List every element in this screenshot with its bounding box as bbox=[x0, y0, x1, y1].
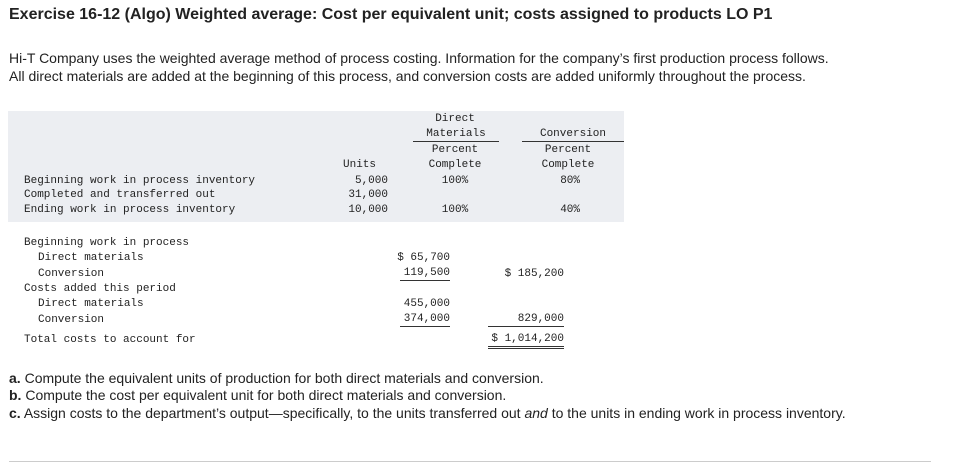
intro-line: All direct materials are added at the be… bbox=[9, 68, 806, 84]
question-letter: a. bbox=[9, 370, 21, 386]
units: 31,000 bbox=[348, 189, 388, 201]
total: 829,000 bbox=[488, 312, 564, 327]
header-cell: Percent bbox=[544, 144, 592, 156]
question-letter: b. bbox=[9, 387, 22, 403]
units: 5,000 bbox=[354, 175, 388, 187]
title: Exercise 16-12 (Algo) Weighted average: … bbox=[9, 6, 773, 23]
percent: 40% bbox=[560, 204, 580, 216]
question: a. Compute the equivalent units of produ… bbox=[9, 369, 544, 387]
cost-group: Costs added this period bbox=[24, 283, 176, 295]
table-background bbox=[8, 111, 624, 222]
cost-label: Conversion bbox=[38, 268, 105, 280]
cost-label: Conversion bbox=[38, 314, 105, 326]
percent: 100% bbox=[441, 204, 469, 216]
question-emphasis: and bbox=[524, 405, 548, 421]
row-label: Beginning work in process inventory bbox=[24, 175, 256, 187]
header-cell: Units bbox=[343, 159, 377, 171]
percent: 100% bbox=[441, 175, 469, 187]
intro-line: Hi-T Company uses the weighted average m… bbox=[9, 50, 829, 66]
header-cell: Percent bbox=[431, 144, 479, 156]
header-cell: Materials bbox=[413, 127, 499, 142]
question: b. Compute the cost per equivalent unit … bbox=[9, 386, 506, 404]
cost-group: Beginning work in process bbox=[24, 237, 190, 249]
row-label: Ending work in process inventory bbox=[24, 204, 236, 216]
question-letter: c. bbox=[9, 405, 21, 421]
question-text: Compute the cost per equivalent unit for… bbox=[25, 387, 507, 403]
cost-label: Total costs to account for bbox=[24, 334, 196, 346]
amount: $ 65,700 bbox=[397, 252, 450, 264]
question: c. Assign costs to the department’s outp… bbox=[9, 404, 909, 422]
units: 10,000 bbox=[348, 204, 388, 216]
amount: 455,000 bbox=[403, 298, 450, 310]
amount: 374,000 bbox=[400, 312, 450, 327]
header-cell: Complete bbox=[541, 159, 595, 171]
question-text: Compute the equivalent units of producti… bbox=[24, 370, 544, 386]
cost-label: Direct materials bbox=[38, 298, 144, 310]
header-cell: Conversion bbox=[522, 127, 624, 142]
header-text: Conversion bbox=[522, 128, 624, 142]
cost-label: Direct materials bbox=[38, 252, 144, 264]
grand-total: $ 1,014,200 bbox=[488, 332, 564, 349]
header-cell: Complete bbox=[428, 159, 482, 171]
question-text: to the units in ending work in process i… bbox=[547, 405, 846, 421]
percent: 80% bbox=[560, 175, 580, 187]
divider bbox=[9, 461, 931, 462]
amount: 119,500 bbox=[400, 266, 450, 281]
total: $ 185,200 bbox=[504, 268, 564, 280]
header-text: Materials bbox=[413, 128, 499, 142]
header-cell: Direct bbox=[435, 113, 475, 125]
question-text: Assign costs to the department’s output—… bbox=[23, 405, 525, 421]
row-label: Completed and transferred out bbox=[24, 189, 216, 201]
